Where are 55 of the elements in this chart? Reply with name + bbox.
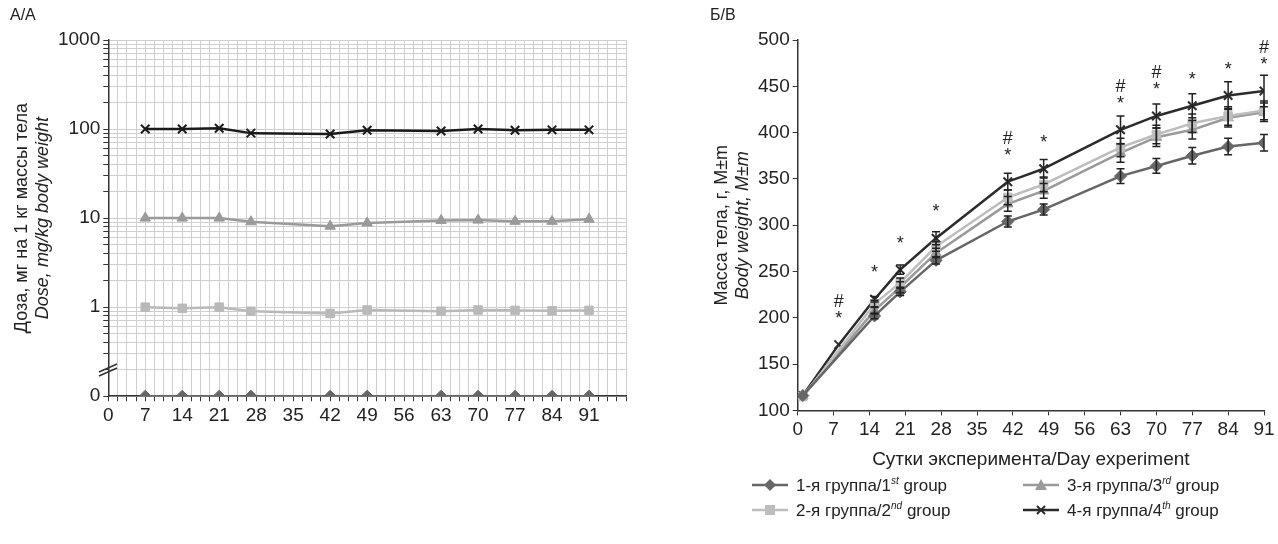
y-tick-label: 0 xyxy=(89,384,101,406)
annotation: * xyxy=(871,262,879,283)
x-tick-label: 84 xyxy=(541,403,564,425)
annotation: * xyxy=(896,232,904,253)
x-tick-label: 49 xyxy=(356,403,378,425)
y-tick-label: 450 xyxy=(758,74,790,96)
x-tick-label: 63 xyxy=(430,403,452,425)
legend-label: 2-я группа/2$^{nd}$ group xyxy=(796,499,951,521)
x-tick-label: 42 xyxy=(1002,418,1024,440)
y-tick-label: 100 xyxy=(68,117,101,139)
legend-label: 4-я группа/4$^{th}$ group xyxy=(1067,499,1219,521)
x-tick-label: 7 xyxy=(828,418,839,440)
y-tick-label: 200 xyxy=(758,306,790,328)
legend-label: 1-я группа/1$^{st}$ group xyxy=(796,475,948,496)
x-tick-label: 28 xyxy=(930,418,952,440)
chart-title: Б/В xyxy=(710,6,736,24)
x-tick-label: 49 xyxy=(1038,418,1060,440)
x-tick-label: 28 xyxy=(245,403,267,425)
x-tick-label: 63 xyxy=(1109,418,1132,440)
x-tick-label: 70 xyxy=(467,403,489,425)
y-tick-label: 250 xyxy=(758,259,790,281)
annotation: * xyxy=(1224,58,1232,79)
y-tick-label: 300 xyxy=(758,213,790,235)
x-tick-label: 21 xyxy=(894,418,916,440)
x-tick-label: 56 xyxy=(393,403,415,425)
y-tick-label: 1000 xyxy=(57,28,101,50)
x-tick-label: 7 xyxy=(139,403,151,425)
x-tick-label: 84 xyxy=(1217,418,1240,440)
x-tick-label: 14 xyxy=(171,403,194,425)
x-tick-label: 77 xyxy=(504,403,526,425)
annotation: * xyxy=(1188,68,1196,89)
y-tick-label: 400 xyxy=(758,120,790,142)
x-tick-label: 35 xyxy=(966,418,988,440)
chart-title: А/А xyxy=(10,6,36,24)
x-tick-label: 21 xyxy=(208,403,230,425)
x-tick-label: 70 xyxy=(1145,418,1167,440)
y-tick-label: 1 xyxy=(89,295,101,317)
annotation: * xyxy=(1040,131,1048,152)
x-tick-label: 91 xyxy=(578,403,600,425)
x-tick-label: 77 xyxy=(1181,418,1203,440)
annotation: * xyxy=(932,201,940,222)
y-axis-title: Доза, мг на 1 кг массы тела Dose, mg/kg body weight xyxy=(10,102,52,334)
y-axis-title: Масса тела, г, M±m Body weight, M±m xyxy=(710,144,752,306)
x-tick-label: 35 xyxy=(282,403,304,425)
y-tick-label: 150 xyxy=(758,352,790,374)
x-tick-label: 56 xyxy=(1074,418,1096,440)
x-tick-label: 91 xyxy=(1253,418,1275,440)
x-tick-label: 14 xyxy=(858,418,881,440)
y-tick-label: 350 xyxy=(758,167,790,189)
x-axis-title: Сутки эксперимента/Day experiment xyxy=(872,447,1191,469)
y-tick-label: 100 xyxy=(758,398,790,420)
y-tick-label: 500 xyxy=(758,28,790,50)
y-tick-label: 10 xyxy=(79,206,101,228)
legend-label: 3-я группа/3$^{rd}$ group xyxy=(1067,475,1220,496)
x-tick-label: 42 xyxy=(319,403,341,425)
